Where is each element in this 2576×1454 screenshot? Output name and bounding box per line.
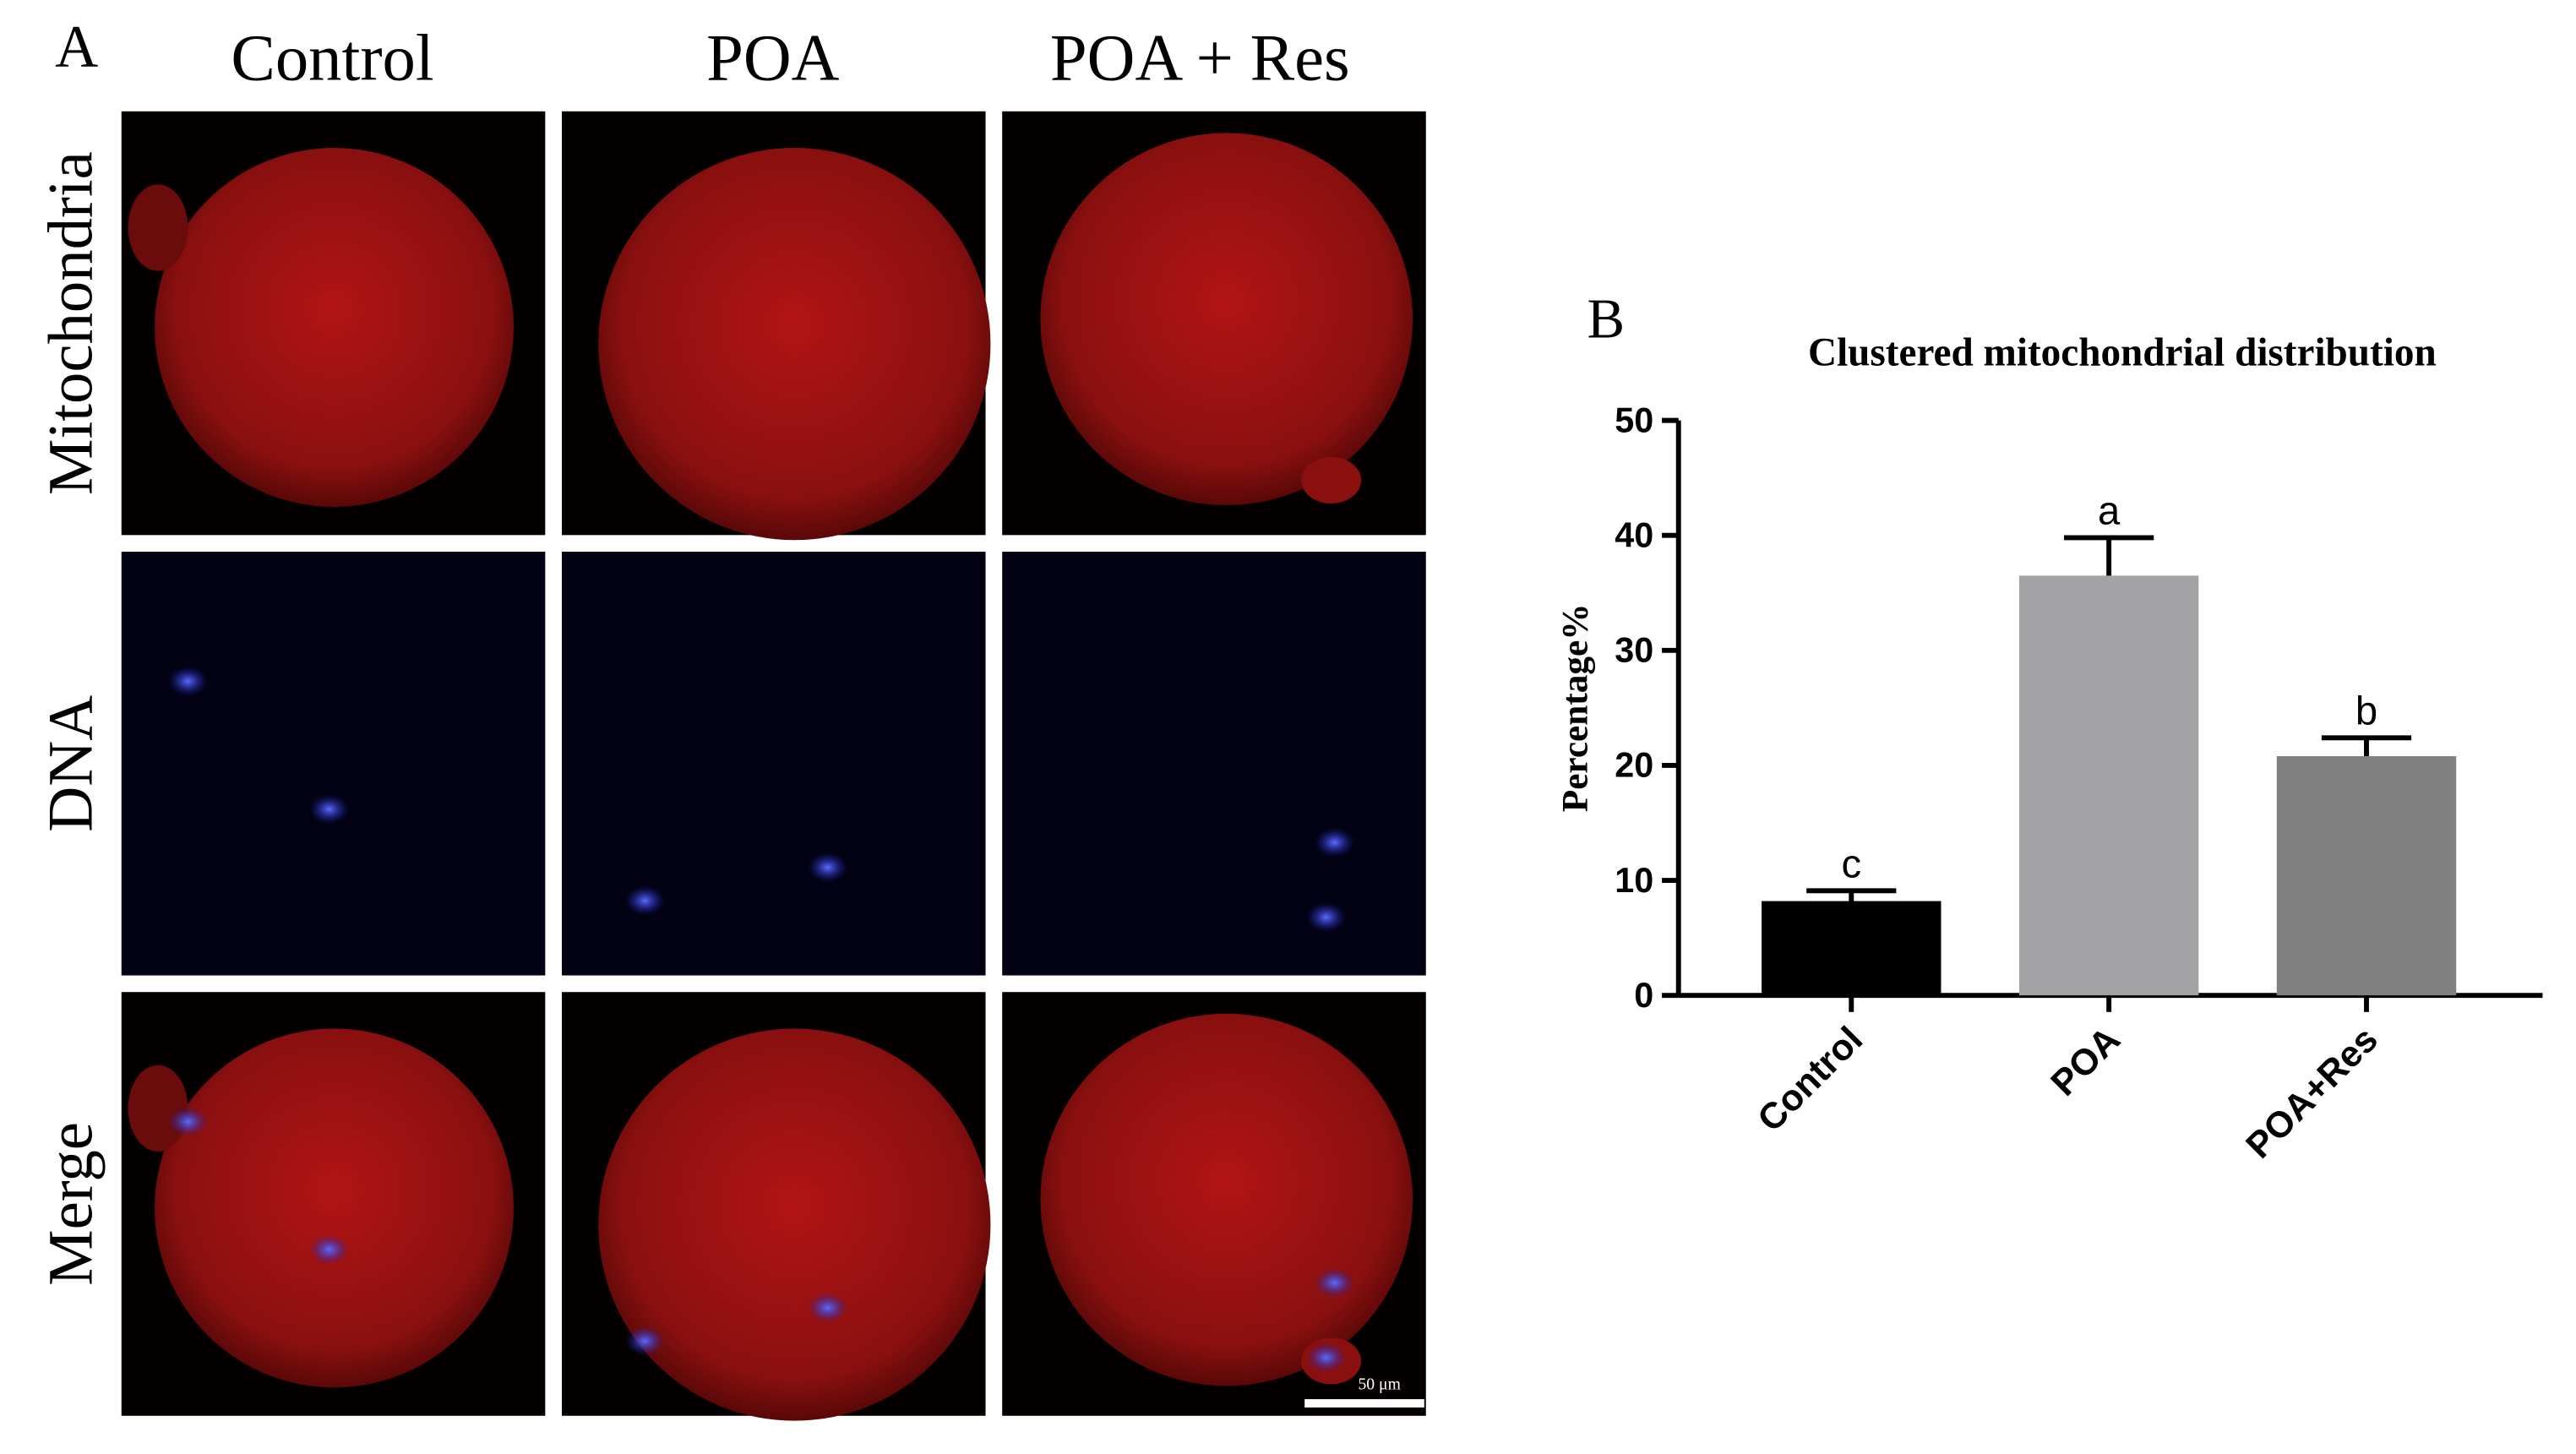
chromatin <box>167 1106 209 1137</box>
chromatin <box>808 852 848 883</box>
y-tick-label: 10 <box>1615 861 1653 900</box>
chromatin <box>1314 827 1355 858</box>
significance-letter: c <box>1841 842 1861 887</box>
micrograph-background <box>1002 551 1426 976</box>
micrograph <box>121 551 546 976</box>
micrograph <box>561 551 986 976</box>
x-tick-label: POA+Res <box>2239 1019 2386 1166</box>
micrograph-background <box>121 551 546 976</box>
scale-bar-label: 50 μm <box>1358 1375 1400 1393</box>
micrograph <box>121 111 546 536</box>
significance-letter: a <box>2098 489 2121 534</box>
chromatin <box>624 1326 665 1356</box>
micrograph <box>1002 551 1426 976</box>
oocyte <box>155 148 514 507</box>
column-label: POA <box>706 21 840 95</box>
significance-letter: b <box>2355 689 2377 734</box>
micrograph <box>561 992 991 1421</box>
x-tick-label: Control <box>1750 1019 1871 1140</box>
micrograph <box>561 111 991 541</box>
chromatin <box>624 885 665 916</box>
chart-title: Clustered mitochondrial distribution <box>1808 331 2437 375</box>
y-axis-label: Percentage% <box>1555 604 1596 813</box>
oocyte <box>598 1028 991 1421</box>
row-label: Mitochondria <box>35 151 106 495</box>
y-tick-label: 40 <box>1615 515 1653 554</box>
chromatin <box>309 1234 350 1265</box>
y-tick-label: 0 <box>1634 976 1653 1015</box>
oocyte <box>1040 1013 1413 1386</box>
scale-bar <box>1304 1399 1424 1408</box>
chromatin <box>1306 902 1347 933</box>
chromatin <box>1314 1267 1355 1299</box>
bar <box>2018 575 2199 996</box>
oocyte <box>1040 133 1413 505</box>
row-label: DNA <box>35 695 106 832</box>
y-tick-label: 50 <box>1615 400 1653 439</box>
column-label: POA + Res <box>1050 21 1350 95</box>
x-tick-label: POA <box>2044 1019 2128 1103</box>
chromatin <box>1306 1342 1347 1373</box>
chromatin <box>309 794 350 825</box>
row-label: Merge <box>35 1122 106 1286</box>
bar <box>1762 901 1942 996</box>
micrograph <box>1002 111 1426 536</box>
polar-body <box>128 184 188 271</box>
panel-label: B <box>1588 287 1626 350</box>
bar <box>2276 756 2457 996</box>
column-label: Control <box>231 21 433 95</box>
oocyte <box>155 1028 514 1388</box>
micrograph-background <box>561 551 986 976</box>
y-tick-label: 20 <box>1615 746 1653 785</box>
oocyte <box>598 148 991 541</box>
micrograph <box>1002 992 1426 1416</box>
polar-body <box>1301 456 1362 504</box>
panel-label: A <box>55 14 98 80</box>
micrograph <box>121 992 546 1416</box>
chromatin <box>808 1293 848 1323</box>
y-tick-label: 30 <box>1615 631 1653 670</box>
chromatin <box>167 666 209 697</box>
